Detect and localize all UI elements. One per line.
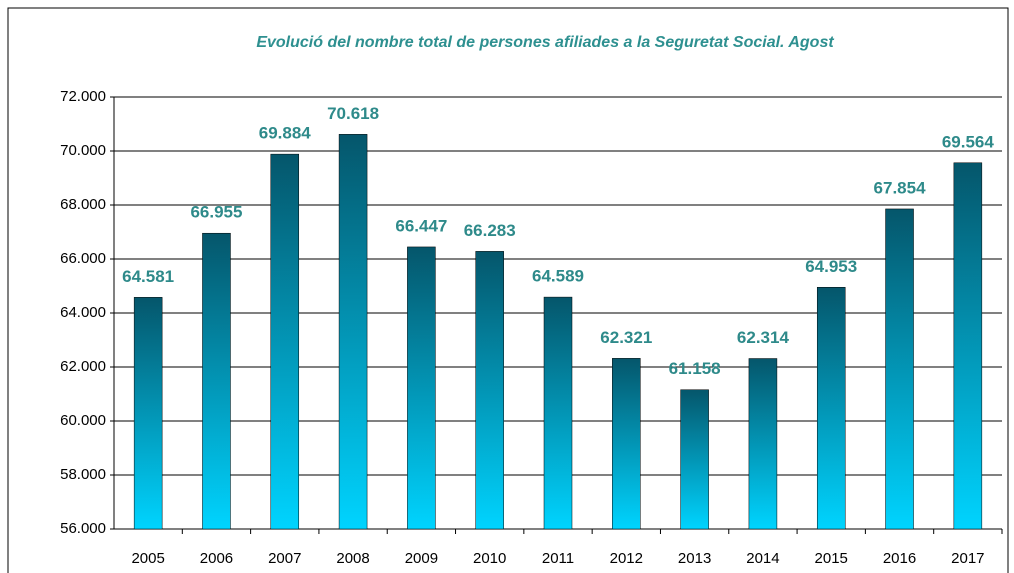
x-tick-label: 2013 bbox=[678, 550, 711, 567]
value-label: 66.447 bbox=[395, 216, 447, 235]
bar bbox=[612, 358, 641, 530]
bar bbox=[407, 246, 436, 530]
bar bbox=[133, 297, 163, 530]
value-label: 69.884 bbox=[259, 124, 312, 143]
value-label: 67.854 bbox=[874, 178, 927, 197]
y-tick-label: 64.000 bbox=[60, 304, 106, 321]
bar bbox=[885, 208, 914, 530]
bar bbox=[748, 358, 778, 530]
x-tick-label: 2015 bbox=[815, 550, 848, 567]
bar bbox=[816, 287, 846, 530]
y-tick-label: 70.000 bbox=[60, 142, 106, 159]
chart-title: Evolució del nombre total de persones af… bbox=[256, 34, 834, 51]
y-tick-label: 72.000 bbox=[60, 88, 106, 105]
x-tick-label: 2009 bbox=[405, 550, 438, 567]
value-label: 62.314 bbox=[737, 328, 790, 347]
x-tick-label: 2016 bbox=[883, 550, 916, 567]
y-tick-label: 58.000 bbox=[60, 466, 106, 483]
x-tick-label: 2008 bbox=[336, 550, 369, 567]
bar bbox=[543, 296, 573, 530]
value-label: 62.321 bbox=[600, 328, 652, 347]
value-label: 64.953 bbox=[805, 257, 857, 276]
bar bbox=[953, 162, 983, 530]
y-tick-label: 56.000 bbox=[60, 520, 106, 537]
value-label: 70.618 bbox=[327, 104, 379, 123]
value-label: 61.158 bbox=[669, 359, 721, 378]
x-tick-label: 2010 bbox=[473, 550, 506, 567]
value-label: 66.283 bbox=[464, 221, 516, 240]
x-tick-label: 2006 bbox=[200, 550, 233, 567]
y-tick-label: 66.000 bbox=[60, 250, 106, 267]
x-tick-label: 2014 bbox=[746, 550, 779, 567]
y-tick-label: 60.000 bbox=[60, 412, 106, 429]
chart-border bbox=[7, 7, 1009, 573]
value-label: 64.581 bbox=[122, 267, 174, 286]
x-tick-label: 2017 bbox=[951, 550, 984, 567]
bar bbox=[270, 153, 300, 530]
bar bbox=[680, 389, 709, 530]
x-tick-label: 2005 bbox=[131, 550, 164, 567]
x-tick-label: 2011 bbox=[542, 550, 574, 567]
bar bbox=[202, 232, 231, 530]
y-tick-label: 62.000 bbox=[60, 358, 106, 375]
value-label: 66.955 bbox=[190, 203, 242, 222]
x-tick-label: 2012 bbox=[610, 550, 643, 567]
value-label: 69.564 bbox=[942, 132, 995, 151]
x-tick-label: 2007 bbox=[268, 550, 301, 567]
y-tick-label: 68.000 bbox=[60, 196, 106, 213]
bar bbox=[475, 251, 504, 530]
value-label: 64.589 bbox=[532, 267, 584, 286]
bar bbox=[338, 134, 368, 530]
